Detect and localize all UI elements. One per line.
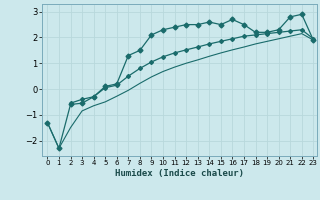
X-axis label: Humidex (Indice chaleur): Humidex (Indice chaleur): [115, 169, 244, 178]
